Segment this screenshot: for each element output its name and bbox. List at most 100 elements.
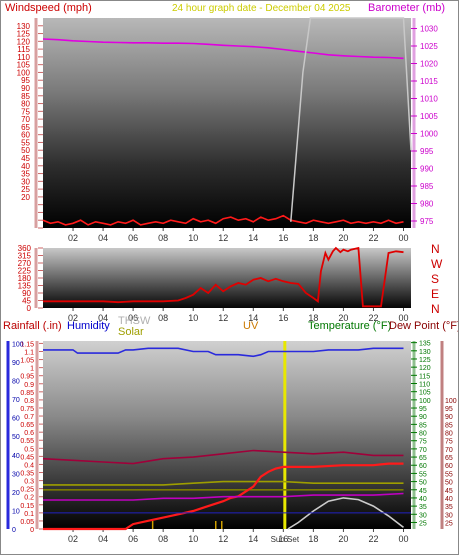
temperature-tick-label: 35 (419, 504, 427, 511)
temperature-tick-label: 60 (419, 463, 427, 470)
series-line-wind-direction (43, 246, 404, 308)
y-left-tick-label: 70 (21, 115, 30, 124)
rainfall-tick-label: 0.1 (24, 511, 34, 518)
dewpoint-tick-label: 95 (445, 406, 453, 413)
x-tick-label: 16 (278, 313, 288, 323)
panel1-series (42, 17, 412, 226)
y-left-tick-label: 100 (17, 68, 31, 77)
y-tick-label: 225 (18, 267, 32, 276)
dewpoint-tick-label: 50 (445, 480, 453, 487)
series-line-dew-point-f (42, 449, 404, 465)
panel1-header-right: Barometer (mb) (368, 2, 445, 14)
x-tick-label: 06 (128, 313, 138, 323)
y-left-tick-label: 60 (21, 131, 30, 140)
y-tick-label: 360 (18, 244, 32, 253)
x-tick-label: 22 (368, 313, 378, 323)
dewpoint-tick-label: 55 (445, 471, 453, 478)
temperature-tick-label: 125 (419, 357, 431, 364)
y-left-tick-label: 65 (21, 123, 30, 132)
x-tick-label: 08 (158, 313, 168, 323)
panel3-header-thsw: THSW (118, 315, 151, 327)
x-tick-label: 14 (248, 534, 258, 544)
x-tick-label: 20 (338, 534, 348, 544)
rainfall-tick-label: 0.9 (24, 382, 34, 389)
dewpoint-tick-label: 75 (445, 439, 453, 446)
rainfall-tick-label: 0 (30, 527, 34, 534)
rainfall-tick-label: 1 (30, 366, 34, 373)
panel3-x-axis: 02 04 06 08 10 12 14 16 18 20 22 00 Sun Set (68, 529, 408, 544)
humidity-tick-label: 90 (12, 360, 20, 367)
temperature-tick-label: 65 (419, 455, 427, 462)
rainfall-tick-label: 0.4 (24, 462, 34, 469)
rainfall-tick-label: 0.85 (20, 390, 34, 397)
weather-panel: Rainfall (.in) Humidity THSW Solar UV Te… (3, 315, 459, 544)
humidity-tick-label: 40 (12, 453, 20, 460)
dewpoint-tick-label: 65 (445, 455, 453, 462)
y-tick-label: 45 (22, 297, 31, 306)
y-right-tick-label: 980 (420, 200, 434, 209)
panel2-series (43, 246, 404, 308)
humidity-tick-label: 70 (12, 397, 20, 404)
x-tick-label: 14 (248, 313, 258, 323)
compass-label: E (431, 287, 439, 301)
temperature-tick-label: 135 (419, 341, 431, 348)
series-line-solar (43, 480, 404, 486)
y-tick-label: 270 (18, 259, 32, 268)
temperature-tick-label: 95 (419, 406, 427, 413)
dewpoint-tick-label: 100 (445, 398, 457, 405)
rainfall-tick-label: 0.75 (20, 406, 34, 413)
panel3-header-humidity: Humidity (67, 320, 110, 332)
dewpoint-tick-label: 85 (445, 422, 453, 429)
x-tick-label: 02 (68, 233, 78, 243)
dewpoint-tick-label: 80 (445, 431, 453, 438)
y-tick-label: 90 (22, 289, 31, 298)
x-tick-label: 08 (158, 534, 168, 544)
y-tick-label: 0 (27, 304, 32, 313)
y-right-tick-label: 1020 (420, 60, 438, 69)
series-line-temperature-f (43, 462, 404, 531)
humidity-tick-label: 80 (12, 379, 20, 386)
x-tick-label: 18 (308, 233, 318, 243)
y-left-tick-label: 40 (21, 162, 30, 171)
x-tick-label: 22 (368, 534, 378, 544)
y-tick-label: 315 (18, 252, 32, 261)
rainfall-tick-label: 1.1 (24, 349, 34, 356)
x-tick-label: 12 (218, 313, 228, 323)
x-tick-label: 20 (338, 313, 348, 323)
compass-label: N (431, 302, 440, 316)
x-tick-label: 10 (188, 534, 198, 544)
y-left-tick-label: 20 (21, 193, 30, 202)
temperature-tick-label: 110 (419, 382, 430, 389)
panel3-series (42, 341, 411, 531)
y-left-tick-label: 130 (17, 22, 31, 31)
y-right-tick-label: 1025 (420, 42, 438, 51)
rainfall-tick-label: 0.95 (20, 374, 34, 381)
temperature-tick-label: 50 (419, 480, 427, 487)
panel1-right-axis: 975 980 985 990 995 1000 1005 1010 1015 1020 1025 1… (411, 18, 438, 228)
panel1-plot-area (43, 18, 411, 228)
x-tick-label: 02 (68, 534, 78, 544)
y-left-tick-label: 120 (17, 37, 31, 46)
rainfall-tick-label: 0.6 (24, 430, 34, 437)
y-left-tick-label: 75 (21, 107, 30, 116)
rainfall-tick-label: 0.3 (24, 479, 34, 486)
temperature-tick-label: 55 (419, 471, 427, 478)
x-tick-label: 00 (398, 313, 408, 323)
rainfall-tick-label: 0.55 (20, 438, 34, 445)
dewpoint-tick-label: 70 (445, 447, 453, 454)
y-right-tick-label: 1015 (420, 77, 438, 86)
y-left-tick-label: 115 (17, 45, 30, 54)
y-right-tick-label: 985 (420, 182, 434, 191)
compass-label: N (431, 242, 440, 256)
y-left-tick-label: 25 (21, 185, 30, 194)
rainfall-tick-label: 1.15 (20, 341, 34, 348)
series-line-windspeed-mph- (42, 214, 404, 226)
rainfall-tick-label: 0.35 (20, 471, 34, 478)
y-left-tick-label: 50 (21, 146, 30, 155)
y-left-tick-label: 45 (21, 154, 30, 163)
y-right-tick-label: 1000 (420, 130, 438, 139)
x-tick-label: 22 (368, 233, 378, 243)
